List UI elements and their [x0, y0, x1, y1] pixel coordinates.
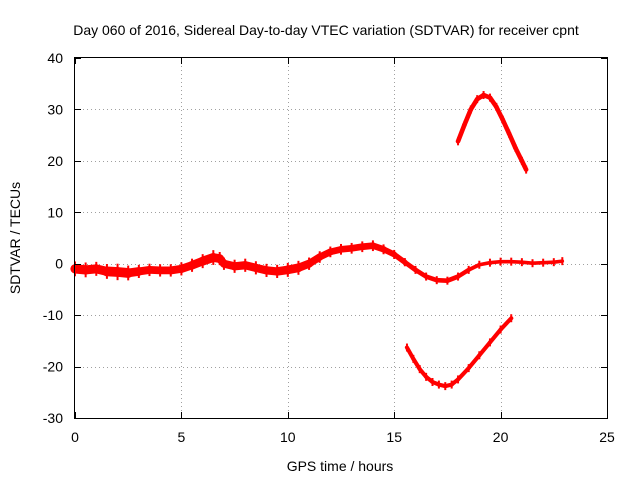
y-tick-label: -30 — [43, 410, 63, 426]
series-segment — [500, 117, 512, 136]
y-axis-label: SDTVAR / TECUs — [7, 182, 23, 294]
series-segment — [462, 107, 474, 128]
y-tick-labels: -30 -20 -10 0 10 20 30 40 — [43, 50, 63, 426]
x-tick-label: 5 — [178, 429, 186, 445]
series-segment — [498, 316, 514, 332]
chart-title: Day 060 of 2016, Sidereal Day-to-day VTE… — [73, 22, 579, 38]
series-segment — [404, 345, 416, 361]
series-segment — [477, 340, 493, 358]
x-tick-label: 20 — [493, 429, 509, 445]
y-tick-label: -20 — [43, 359, 63, 375]
series-segment — [506, 131, 518, 151]
series-main_trace — [70, 240, 565, 285]
x-tick-label: 25 — [599, 429, 615, 445]
series-segment — [466, 353, 482, 371]
axis-ticks — [75, 58, 608, 419]
x-tick-labels: 0 5 10 15 20 25 — [71, 429, 615, 445]
series-segment — [477, 260, 492, 267]
series-segment — [494, 104, 506, 123]
y-tick-label: 0 — [55, 256, 63, 272]
series-segment — [455, 366, 471, 382]
data-series — [70, 91, 565, 391]
series-segment — [551, 259, 565, 264]
y-tick-label: 20 — [47, 153, 63, 169]
series-segment — [455, 122, 467, 144]
x-tick-label: 0 — [71, 429, 79, 445]
series-lower_arc — [404, 314, 514, 391]
series-segment — [513, 145, 525, 164]
x-axis-label: GPS time / hours — [287, 458, 394, 474]
plot-frame — [74, 57, 608, 419]
series-segment — [455, 267, 471, 279]
series-upper_arc — [455, 91, 529, 174]
y-tick-label: 30 — [47, 101, 63, 117]
y-tick-label: -10 — [43, 307, 63, 323]
series-segment — [466, 262, 482, 272]
y-tick-label: 10 — [47, 204, 63, 220]
series-segment — [487, 327, 503, 345]
y-tick-label: 40 — [47, 50, 63, 66]
x-tick-label: 10 — [280, 429, 296, 445]
x-tick-label: 15 — [386, 429, 402, 445]
